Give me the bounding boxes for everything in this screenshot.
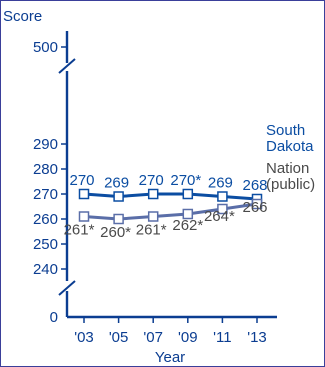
series-1-data-label-3: 262* — [172, 217, 203, 234]
series-1-data-label-5: 266 — [242, 199, 267, 216]
x-tick-label-3: '09 — [178, 329, 198, 346]
series-1-point-0 — [78, 211, 90, 222]
series-0-data-label-4: 269 — [208, 175, 233, 192]
series-line-1 — [83, 202, 258, 221]
series-line-0 — [83, 192, 258, 201]
series-1-point-3 — [182, 208, 194, 220]
series-0-point-3 — [182, 188, 194, 200]
series-1-data-label-4: 264* — [204, 208, 235, 225]
series-1-point-5 — [251, 198, 263, 210]
series-1-data-label-2: 261* — [136, 222, 167, 239]
series-0-name-line-0: South — [266, 122, 305, 139]
y-tick-label-240: 240 — [33, 261, 58, 278]
series-0-name-line-1: Dakota — [266, 138, 314, 155]
y-tick-label-500: 500 — [33, 39, 58, 56]
series-0-data-label-2: 270 — [139, 172, 164, 189]
series-1-point-2 — [147, 211, 159, 222]
x-tick-label-2: '07 — [143, 329, 163, 346]
x-tick-label-1: '05 — [109, 329, 129, 346]
series-0-point-2 — [147, 188, 159, 200]
x-axis-title: Year — [155, 349, 185, 366]
series-0-point-1 — [113, 191, 124, 202]
x-tick-label-4: '11 — [213, 329, 231, 346]
series-1-data-label-1: 260* — [100, 224, 131, 241]
series-0-data-label-0: 270 — [69, 172, 94, 189]
y-tick-label-280: 280 — [33, 161, 58, 178]
series-1-point-1 — [113, 213, 124, 225]
y-tick-label-250: 250 — [33, 236, 58, 253]
y-tick-label-270: 270 — [33, 186, 58, 203]
series-0-data-label-5: 268 — [242, 177, 267, 194]
series-1-name-line-0: Nation — [266, 160, 309, 177]
y-tick-label-260: 260 — [33, 211, 58, 228]
series-0-point-4 — [217, 191, 228, 202]
axis-break-mark-lower — [58, 280, 76, 296]
series-0-data-label-1: 269 — [104, 175, 129, 192]
y-tick-label-0: 0 — [50, 309, 58, 326]
series-1-name-line-1: (public) — [266, 176, 315, 193]
axis-break-mark-upper — [58, 58, 76, 74]
series-0-point-0 — [78, 188, 90, 200]
x-tick-label-0: '03 — [74, 329, 94, 346]
series-1-data-label-0: 261* — [64, 222, 95, 239]
series-0-data-label-3: 270* — [170, 172, 201, 189]
y-axis-title: Score — [3, 8, 42, 25]
series-1-point-4 — [217, 203, 228, 215]
y-tick-label-290: 290 — [33, 136, 58, 153]
x-tick-label-5: '13 — [247, 329, 267, 346]
